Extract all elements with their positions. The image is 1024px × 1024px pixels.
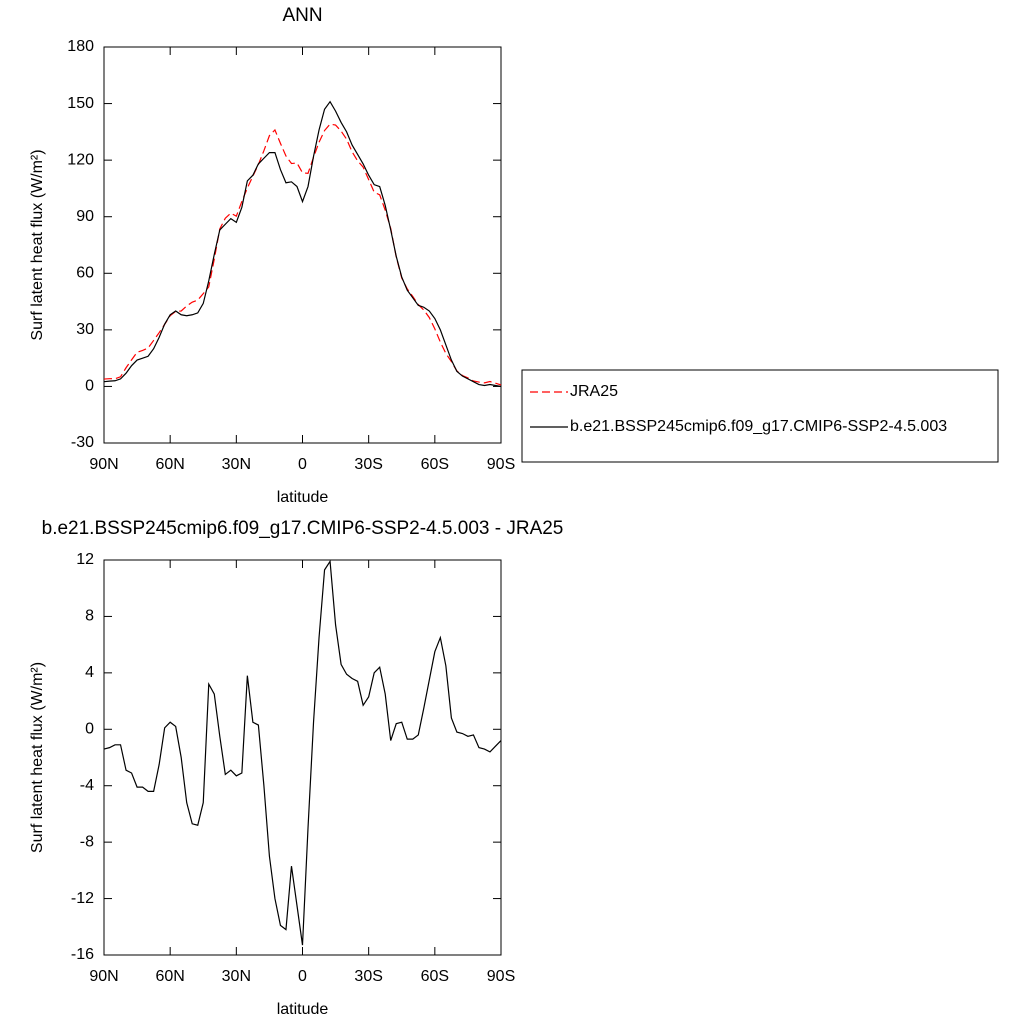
x-tick-label: 30S xyxy=(354,456,382,473)
x-tick-label: 60N xyxy=(155,456,184,473)
x-tick-label: 0 xyxy=(298,968,307,985)
y-tick-label: 30 xyxy=(76,321,94,338)
y-tick-label: -12 xyxy=(71,890,94,907)
y-axis-label: Surf latent heat flux (W/m²) xyxy=(29,662,46,853)
y-tick-label: 0 xyxy=(85,378,94,395)
y-tick-label: 150 xyxy=(67,95,94,112)
y-tick-label: 90 xyxy=(76,208,94,225)
y-tick-label: 8 xyxy=(85,608,94,625)
chart-title: b.e21.BSSP245cmip6.f09_g17.CMIP6-SSP2-4.… xyxy=(42,518,564,539)
x-tick-label: 60S xyxy=(421,456,449,473)
plot-frame xyxy=(103,559,502,956)
x-tick-label: 0 xyxy=(298,456,307,473)
y-tick-label: -4 xyxy=(80,777,94,794)
y-axis-label: Surf latent heat flux (W/m²) xyxy=(29,149,46,340)
data-line xyxy=(103,559,502,946)
x-tick-label: 60N xyxy=(155,968,184,985)
legend-box xyxy=(521,369,999,463)
x-axis-label: latitude xyxy=(277,1001,329,1018)
y-tick-label: 60 xyxy=(76,265,94,282)
y-tick-label: -30 xyxy=(71,434,94,451)
x-tick-label: 60S xyxy=(421,968,449,985)
data-line xyxy=(103,100,502,388)
x-tick-label: 30S xyxy=(354,968,382,985)
legend-label: JRA25 xyxy=(570,383,618,400)
x-tick-label: 30N xyxy=(222,968,251,985)
y-tick-label: 180 xyxy=(67,38,94,55)
x-axis-label: latitude xyxy=(277,489,329,506)
x-tick-label: 90N xyxy=(89,968,118,985)
data-line xyxy=(103,123,502,386)
x-tick-label: 90N xyxy=(89,456,118,473)
x-tick-label: 90S xyxy=(487,456,515,473)
legend-label: b.e21.BSSP245cmip6.f09_g17.CMIP6-SSP2-4.… xyxy=(570,418,947,435)
y-tick-label: -16 xyxy=(71,946,94,963)
y-tick-label: 12 xyxy=(76,551,94,568)
y-tick-label: 4 xyxy=(85,664,94,681)
chart-title: ANN xyxy=(282,5,322,26)
y-tick-label: 0 xyxy=(85,721,94,738)
y-tick-label: -8 xyxy=(80,833,94,850)
x-tick-label: 90S xyxy=(487,968,515,985)
y-tick-label: 120 xyxy=(67,151,94,168)
x-tick-label: 30N xyxy=(222,456,251,473)
plot-frame xyxy=(103,46,502,444)
